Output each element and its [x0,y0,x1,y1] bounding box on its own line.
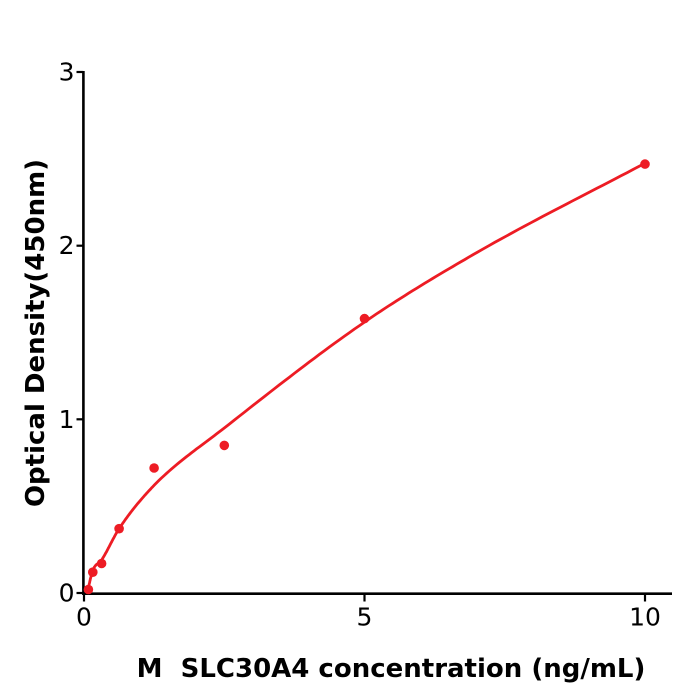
data-points [83,159,650,595]
data-point [149,463,159,473]
x-axis-ticks: 0 5 10 [76,594,661,632]
y-tick-label: 3 [59,58,75,87]
y-axis-ticks: 0 1 2 3 [59,58,84,608]
axes: 0 1 2 3 0 5 10 [59,58,672,632]
y-tick-label: 0 [59,579,75,608]
y-tick-label: 2 [59,231,75,260]
x-tick-label: 0 [76,603,92,632]
data-point [219,440,230,451]
fit-curve-line [86,161,647,591]
data-point [114,523,124,534]
data-point [359,313,370,324]
y-tick-label: 1 [59,405,75,434]
x-axis-label: M SLC30A4 concentration (ng/mL) [137,654,646,684]
data-point [96,558,107,569]
data-point [88,567,98,577]
x-tick-label: 5 [357,603,373,632]
x-tick-label: 10 [629,603,661,632]
data-point [83,584,94,595]
data-point [640,159,650,169]
y-axis-label: Optical Density(450nm) [21,159,51,507]
